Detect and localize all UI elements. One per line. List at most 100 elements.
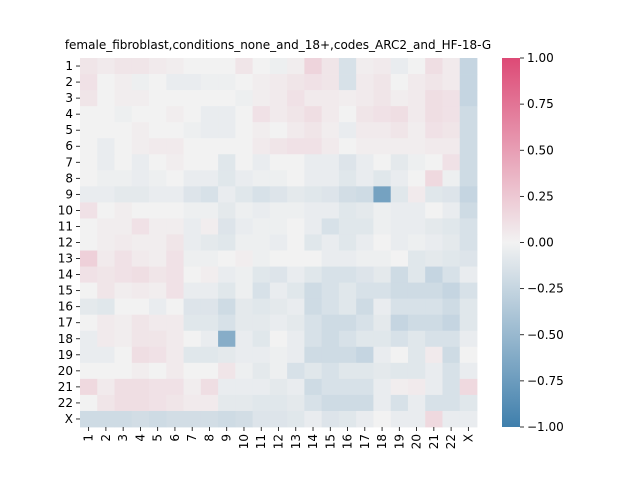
heatmap-cell — [252, 154, 271, 171]
heatmap-cell — [356, 106, 374, 123]
heatmap-cell — [407, 234, 426, 251]
heatmap-cell — [200, 186, 219, 203]
heatmap-cell — [131, 122, 150, 139]
heatmap-cell — [390, 218, 409, 235]
heatmap-cell — [235, 282, 254, 300]
heatmap-cell — [183, 234, 202, 251]
heatmap-cell — [304, 234, 323, 251]
heatmap-cell — [390, 106, 409, 123]
heatmap-cell — [269, 154, 288, 171]
heatmap-cell — [252, 202, 271, 219]
heatmap-cell — [287, 74, 305, 91]
heatmap-cell — [97, 266, 115, 284]
heatmap-cell — [425, 346, 443, 364]
heatmap-cell — [304, 106, 323, 123]
heatmap-cell — [338, 362, 357, 380]
heatmap-cell — [321, 266, 340, 284]
heatmap-cell — [269, 186, 288, 203]
row-tick-label: 18 — [58, 332, 73, 346]
row-tick-label: X — [65, 412, 73, 426]
heatmap-cell — [287, 170, 305, 187]
heatmap-cell — [304, 282, 323, 300]
heatmap-cell — [114, 74, 133, 91]
heatmap-cell — [235, 394, 254, 412]
heatmap-cell — [390, 314, 409, 332]
heatmap-cell — [373, 154, 392, 171]
heatmap-cell — [218, 394, 236, 412]
column-tick-label: 7 — [185, 434, 199, 442]
heatmap-cell — [442, 106, 461, 123]
heatmap-cell — [166, 394, 184, 412]
heatmap-cell — [218, 362, 236, 380]
heatmap-cell — [321, 58, 340, 75]
heatmap-cell — [425, 170, 443, 187]
heatmap-cell — [356, 170, 374, 187]
heatmap-cell — [235, 298, 254, 316]
heatmap-cell — [442, 314, 461, 332]
heatmap-cell — [356, 346, 374, 364]
heatmap-cell — [114, 362, 133, 380]
heatmap-cell — [338, 74, 357, 91]
heatmap-cell — [287, 202, 305, 219]
heatmap-cell — [425, 282, 443, 300]
heatmap-cell — [218, 298, 236, 316]
column-tick-label: 15 — [323, 434, 337, 449]
heatmap-cell — [149, 154, 167, 171]
heatmap-cell — [459, 74, 478, 91]
heatmap-cell — [131, 250, 150, 267]
colorbar — [502, 58, 520, 427]
heatmap-cell — [287, 330, 305, 348]
heatmap-cell — [80, 90, 98, 107]
heatmap-cell — [114, 122, 133, 139]
heatmap-cell — [459, 122, 478, 139]
heatmap-cell — [252, 74, 271, 91]
heatmap-cell — [269, 314, 288, 332]
heatmap-cell — [442, 58, 461, 75]
heatmap-cell — [200, 330, 219, 348]
heatmap-cell — [321, 106, 340, 123]
heatmap-cell — [356, 298, 374, 316]
colorbar-tick-label: −0.50 — [527, 328, 564, 342]
heatmap-cell — [183, 250, 202, 267]
column-tick-label: 17 — [358, 434, 372, 449]
heatmap-cell — [97, 282, 115, 300]
heatmap-cell — [166, 234, 184, 251]
heatmap-cells — [80, 58, 478, 428]
heatmap-cell — [287, 138, 305, 155]
heatmap-cell — [200, 218, 219, 235]
heatmap-cell — [114, 266, 133, 284]
column-tick-label: 6 — [168, 434, 182, 442]
heatmap-cell — [321, 250, 340, 267]
heatmap-cell — [390, 362, 409, 380]
colorbar-tick-label: 0.75 — [527, 97, 554, 111]
heatmap-cell — [114, 202, 133, 219]
heatmap-cell — [304, 298, 323, 316]
heatmap-cell — [356, 330, 374, 348]
heatmap-cell — [80, 138, 98, 155]
heatmap-cell — [390, 90, 409, 107]
heatmap-cell — [287, 234, 305, 251]
heatmap-cell — [321, 74, 340, 91]
heatmap-cell — [97, 362, 115, 380]
column-tick-label: 14 — [306, 434, 320, 449]
heatmap-cell — [442, 122, 461, 139]
column-tick-label: 3 — [116, 434, 130, 442]
heatmap-cell — [373, 298, 392, 316]
heatmap-cell — [183, 394, 202, 412]
heatmap-cell — [321, 410, 340, 428]
heatmap-cell — [269, 202, 288, 219]
heatmap-cell — [373, 122, 392, 139]
heatmap-cell — [287, 154, 305, 171]
heatmap-cell — [321, 90, 340, 107]
heatmap-cell — [373, 74, 392, 91]
heatmap-cell — [200, 202, 219, 219]
heatmap-cell — [252, 378, 271, 396]
heatmap-cell — [114, 138, 133, 155]
column-tick-labels: 1 2 3 4 5 6 7 8 9 10 11 12 13 14 15 16 17 18 19 20 21 22 X — [82, 427, 475, 449]
heatmap-cell — [304, 266, 323, 284]
heatmap-cell — [459, 266, 478, 284]
heatmap-cell — [131, 58, 150, 75]
heatmap-cell — [321, 330, 340, 348]
heatmap-cell — [356, 234, 374, 251]
